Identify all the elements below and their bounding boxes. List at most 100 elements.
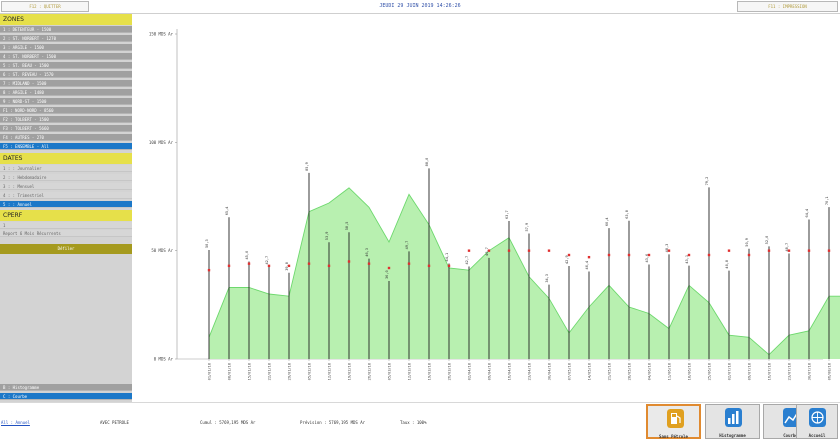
line-chart-icon-line — [784, 411, 799, 424]
marker — [707, 253, 711, 257]
taux-value: Taux : 100% — [400, 420, 427, 425]
x-tick-label: 02/04/18 — [468, 363, 472, 380]
sidebar-item[interactable]: F4 : AUTRES - 270 — [0, 134, 132, 141]
cperf-heading: CPERF — [0, 210, 132, 221]
data-label: 53,9 — [325, 232, 329, 241]
data-label: 46,3 — [365, 248, 369, 257]
marker — [347, 260, 351, 263]
sans-petrole-button[interactable]: Sans Pétrole — [646, 404, 701, 439]
sidebar-item[interactable]: 5 : ST. BEAU - 1500 — [0, 62, 132, 69]
data-label: 57,9 — [525, 223, 529, 232]
marker — [327, 264, 331, 268]
marker — [527, 249, 531, 252]
cperf-item[interactable]: 1 — [0, 222, 132, 229]
marker — [387, 266, 391, 270]
sidebar-item[interactable]: 3 : ARGILE - 1500 — [0, 44, 132, 51]
sidebar-item[interactable]: 4 : ST. NORBERT - 1500 — [0, 53, 132, 60]
x-tick-label: 11/06/18 — [668, 363, 672, 380]
marker — [447, 264, 451, 268]
zones-heading: ZONES — [0, 14, 132, 25]
data-label: 49,7 — [405, 241, 409, 250]
data-label: 40,8 — [725, 260, 729, 269]
data-label: 42,7 — [265, 256, 269, 265]
x-tick-label: 05/02/18 — [308, 363, 312, 380]
data-label: 34,3 — [545, 274, 549, 283]
marker — [727, 249, 731, 252]
marker — [247, 262, 251, 265]
sidebar-item[interactable]: 8 : ARGILE - 1480 — [0, 89, 132, 96]
bar-chart-icon-bar — [728, 418, 731, 424]
home-globe-icon — [809, 408, 826, 427]
fuel-pump-window — [672, 414, 676, 417]
x-tick-label: 21/05/18 — [608, 363, 612, 380]
data-label: 52,0 — [765, 236, 769, 245]
sidebar-item[interactable]: F3 : TOLBERT - 5660 — [0, 125, 132, 132]
sidebar-item[interactable]: F1 : NORD-NORD - 8560 — [0, 107, 132, 114]
marker — [287, 264, 291, 268]
x-tick-label: 22/01/18 — [268, 363, 272, 380]
marker — [807, 249, 811, 252]
sidebar-item[interactable]: F2 : TOLBERT - 1500 — [0, 116, 132, 123]
sidebar-item[interactable]: 1 : : Journalier — [0, 165, 132, 172]
x-tick-label: 28/05/18 — [628, 363, 632, 380]
marker — [647, 253, 651, 257]
sidebar-item[interactable]: B : Histogramme — [0, 384, 132, 391]
quit-button[interactable]: F12 : QUITTER — [1, 1, 89, 12]
accueil-button[interactable]: Accueil — [796, 404, 838, 439]
marker — [467, 249, 471, 252]
marker — [407, 262, 411, 265]
marker — [607, 253, 611, 257]
marker — [367, 262, 371, 265]
x-tick-label: 23/07/18 — [788, 363, 792, 380]
data-label: 40,4 — [585, 261, 589, 270]
marker — [207, 268, 211, 272]
x-tick-label: 04/06/18 — [648, 363, 652, 380]
data-label: 63,8 — [625, 210, 629, 219]
bar-chart-icon — [725, 408, 742, 427]
x-tick-label: 29/01/18 — [288, 363, 292, 380]
data-label: 46,7 — [485, 247, 489, 256]
sidebar-item[interactable]: C : Courbe — [0, 393, 132, 400]
bar-chart-icon-bar — [732, 414, 735, 424]
sidebar-item[interactable]: 6 : ST. REVEAU - 1570 — [0, 71, 132, 78]
marker — [487, 249, 491, 252]
sidebar-item[interactable]: F5 : ENSEMBLE - All — [0, 143, 132, 150]
marker — [687, 253, 691, 257]
marker — [267, 264, 271, 268]
fuel-pump-body — [671, 413, 677, 424]
sidebar-item[interactable]: 2 : : Hebdomadaire — [0, 174, 132, 181]
data-label: 42,7 — [465, 256, 469, 265]
data-label: 44,1 — [445, 253, 449, 262]
data-label: 63,7 — [505, 210, 509, 219]
print-button[interactable]: F11 : IMPRESSION — [737, 1, 838, 12]
marker — [427, 264, 431, 268]
line-chart-icon-bg — [783, 408, 800, 427]
sidebar-item[interactable]: 9 : NORD-ST - 1500 — [0, 98, 132, 105]
sidebar-item[interactable]: 7 : MIDLAND - 1500 — [0, 80, 132, 87]
data-label: 79,2 — [705, 177, 709, 186]
marker — [507, 249, 511, 252]
data-label: 88,0 — [425, 158, 429, 167]
y-tick-label: 100 MDS Ar — [149, 140, 174, 145]
sidebar-item[interactable]: 1 : DETENTEUR - 1500 — [0, 26, 132, 33]
cperf-item[interactable]: Report 6 Mois Récurrents — [0, 230, 132, 237]
sidebar-item[interactable]: 2 : ST. NORBERT - 1270 — [0, 35, 132, 42]
sidebar-item[interactable]: 3 : : Mensuel — [0, 183, 132, 190]
histogramme-button[interactable]: Histogramme — [705, 404, 760, 439]
data-label: 43,6 — [645, 254, 649, 263]
data-label: 58,5 — [345, 222, 349, 231]
x-tick-label: 02/07/18 — [728, 363, 732, 380]
data-label: 70,1 — [825, 196, 829, 205]
data-label: 50,3 — [205, 239, 209, 248]
period-link[interactable]: All : Annuel — [1, 420, 30, 425]
sidebar-item[interactable]: 4 : : Trimestriel — [0, 192, 132, 199]
scroll-button[interactable]: Défiler — [0, 244, 132, 254]
x-tick-label: 01/01/18 — [208, 363, 212, 380]
dates-heading: DATES — [0, 153, 132, 164]
globe-meridians — [812, 412, 823, 423]
x-tick-label: 16/07/18 — [768, 363, 772, 380]
marker — [767, 249, 771, 252]
x-tick-label: 07/05/18 — [568, 363, 572, 380]
data-label: 48,7 — [785, 243, 789, 252]
sidebar-item[interactable]: 5 : : Annuel — [0, 201, 132, 208]
